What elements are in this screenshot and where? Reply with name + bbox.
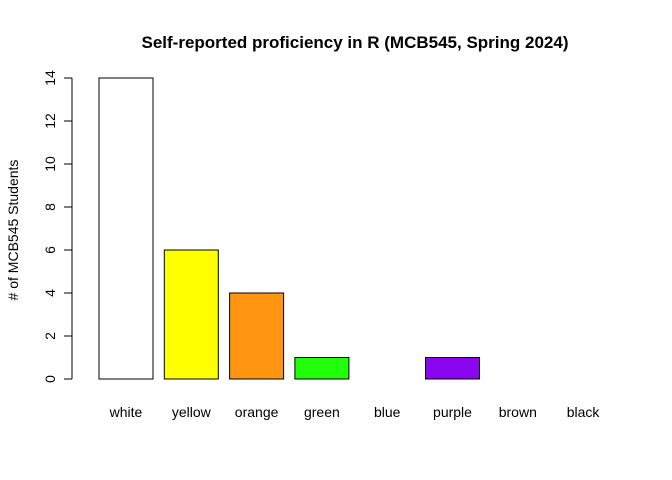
- y-axis-label: # of MCB545 Students: [5, 160, 21, 301]
- y-tick-label: 0: [42, 375, 58, 383]
- y-tick-label: 8: [42, 203, 58, 211]
- y-tick-label: 12: [42, 113, 58, 129]
- x-tick-label-orange: orange: [235, 404, 279, 420]
- y-axis: 0 2 4 6 8 10 12 14: [42, 70, 73, 383]
- x-tick-label-brown: brown: [499, 404, 537, 420]
- y-tick-label: 4: [42, 289, 58, 297]
- bar-purple: [425, 357, 480, 380]
- chart-title: Self-reported proficiency in R (MCB545, …: [142, 33, 569, 52]
- y-tick-label: 14: [42, 70, 58, 86]
- y-tick-label: 6: [42, 246, 58, 254]
- bar-white: [98, 77, 154, 380]
- x-tick-label-blue: blue: [374, 404, 401, 420]
- y-tick-label: 10: [42, 156, 58, 172]
- x-tick-label-purple: purple: [433, 404, 472, 420]
- bar-yellow: [163, 249, 219, 380]
- bar-green: [294, 357, 350, 380]
- x-tick-label-yellow: yellow: [172, 404, 212, 420]
- x-tick-label-white: white: [109, 404, 143, 420]
- x-tick-labels: white yellow orange green blue purple brown bla…: [109, 404, 601, 420]
- x-tick-label-black: black: [567, 404, 601, 420]
- x-tick-label-green: green: [304, 404, 340, 420]
- y-tick-label: 2: [42, 332, 58, 340]
- bar-orange: [229, 292, 285, 380]
- bars: [98, 77, 480, 380]
